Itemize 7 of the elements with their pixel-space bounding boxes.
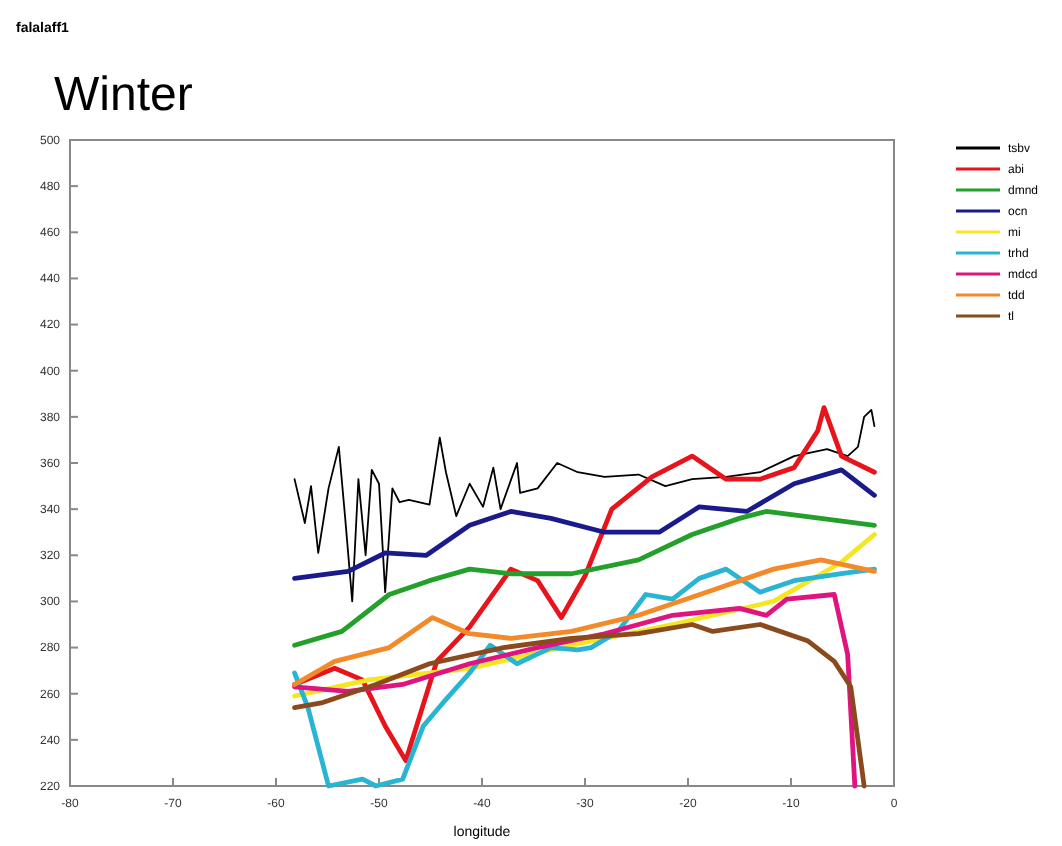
line-series [292,532,877,699]
line-series [292,557,877,687]
line-series [292,509,877,648]
chart-title: Winter [54,68,193,122]
line-series [292,467,877,581]
line-series [292,622,867,789]
line-series [293,409,876,603]
